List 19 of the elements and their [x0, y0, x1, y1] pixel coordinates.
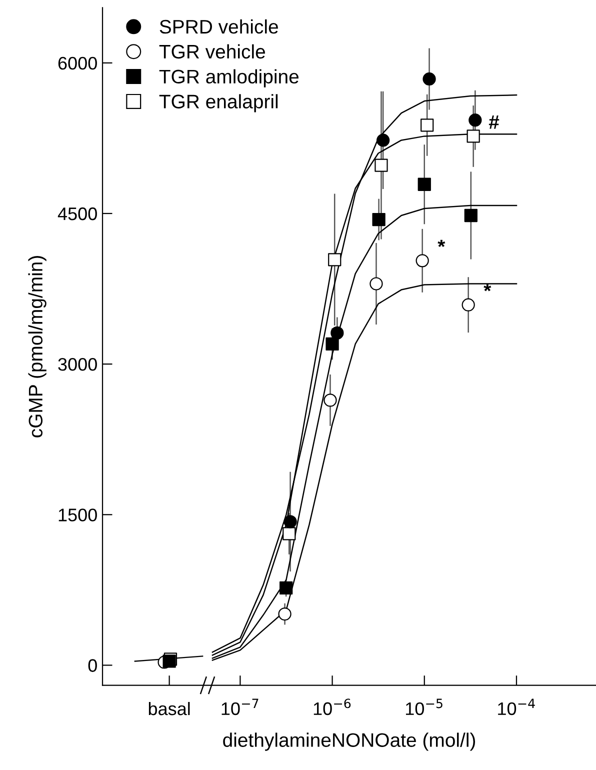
- y-tick-label: 6000: [58, 56, 97, 70]
- legend-label: TGR enalapril: [159, 94, 278, 112]
- x-tick-label: 10$^{−5}$: [406, 698, 442, 716]
- x-tick-label: 10$^{−4}$: [498, 698, 535, 716]
- x-axis-title: diethylamineNONOate (mol/l): [223, 732, 476, 751]
- y-tick-label: 4500: [58, 207, 97, 220]
- legend-label: TGR amlodipine: [159, 69, 299, 88]
- annotation: #: [488, 115, 500, 129]
- x-tick-label: basal: [148, 702, 190, 716]
- legend-label: SPRD vehicle: [160, 19, 278, 34]
- x-tick-label: 10$^{−6}$: [314, 698, 351, 716]
- y-tick-label: 3000: [58, 358, 97, 371]
- annotation: *: [438, 240, 446, 248]
- y-tick-label: 1500: [58, 508, 97, 522]
- y-axis-title: cGMP (pmol/mg/min): [28, 256, 46, 438]
- annotation: *: [484, 284, 492, 292]
- x-tick-label: 10$^{−7}$: [222, 698, 258, 716]
- y-tick-label: 0: [88, 659, 97, 672]
- legend-label: TGR vehicle: [159, 44, 266, 59]
